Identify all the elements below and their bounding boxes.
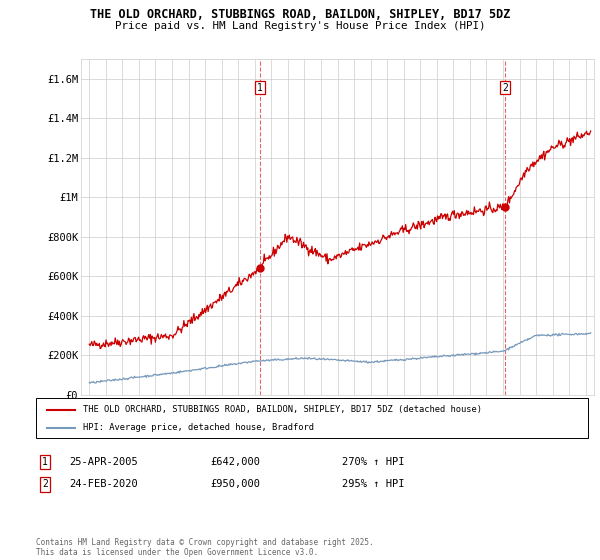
Text: 25-APR-2005: 25-APR-2005 <box>69 457 138 467</box>
Text: Price paid vs. HM Land Registry's House Price Index (HPI): Price paid vs. HM Land Registry's House … <box>115 21 485 31</box>
Text: 1: 1 <box>42 457 48 467</box>
Text: THE OLD ORCHARD, STUBBINGS ROAD, BAILDON, SHIPLEY, BD17 5DZ: THE OLD ORCHARD, STUBBINGS ROAD, BAILDON… <box>90 8 510 21</box>
Text: 2: 2 <box>42 479 48 489</box>
Text: £950,000: £950,000 <box>210 479 260 489</box>
Text: 1: 1 <box>257 82 263 92</box>
Text: 295% ↑ HPI: 295% ↑ HPI <box>342 479 404 489</box>
Text: HPI: Average price, detached house, Bradford: HPI: Average price, detached house, Brad… <box>83 423 314 432</box>
Text: £642,000: £642,000 <box>210 457 260 467</box>
Text: 24-FEB-2020: 24-FEB-2020 <box>69 479 138 489</box>
Text: 270% ↑ HPI: 270% ↑ HPI <box>342 457 404 467</box>
Text: THE OLD ORCHARD, STUBBINGS ROAD, BAILDON, SHIPLEY, BD17 5DZ (detached house): THE OLD ORCHARD, STUBBINGS ROAD, BAILDON… <box>83 405 482 414</box>
Text: 2: 2 <box>502 82 508 92</box>
Text: Contains HM Land Registry data © Crown copyright and database right 2025.
This d: Contains HM Land Registry data © Crown c… <box>36 538 374 557</box>
FancyBboxPatch shape <box>36 398 588 438</box>
